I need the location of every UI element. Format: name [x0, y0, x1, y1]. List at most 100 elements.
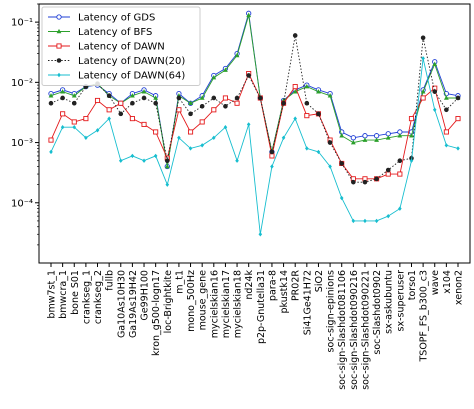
series-layer — [48, 10, 461, 237]
data-point — [153, 95, 159, 100]
data-point — [316, 149, 321, 155]
data-point — [60, 111, 66, 117]
data-point — [351, 218, 356, 224]
data-point — [385, 167, 391, 173]
data-point — [164, 163, 170, 169]
x-tick-label: sx-askubuntu — [384, 270, 395, 334]
series-5 — [49, 56, 460, 237]
data-point — [235, 158, 239, 163]
data-point — [432, 61, 438, 67]
legend-entry: Latency of DAWN(20) — [48, 56, 185, 67]
data-point — [153, 153, 158, 159]
x-tick-label: m_t1 — [174, 270, 185, 294]
data-point — [141, 95, 147, 101]
data-point — [443, 129, 449, 135]
x-tick-label: xenon2 — [454, 270, 465, 305]
data-point — [281, 135, 286, 140]
legend-entry: Latency of DAWN(64) — [48, 71, 185, 82]
data-point — [234, 100, 240, 106]
data-point — [362, 133, 368, 139]
data-point — [281, 100, 286, 106]
data-point — [199, 104, 205, 109]
data-point — [106, 107, 112, 113]
data-point — [385, 171, 391, 177]
data-point — [211, 95, 217, 101]
data-point — [118, 158, 123, 163]
data-point — [339, 133, 345, 138]
data-point — [258, 232, 263, 237]
data-point — [304, 83, 310, 89]
data-point — [130, 153, 135, 159]
legend-label: Latency of BFS — [78, 27, 152, 38]
data-point — [153, 129, 159, 135]
data-point — [200, 143, 204, 148]
series-line — [50, 35, 459, 183]
data-point — [409, 133, 414, 138]
data-point — [374, 137, 379, 142]
data-point — [234, 95, 240, 101]
legend-marker — [56, 14, 62, 20]
data-point — [456, 146, 460, 151]
x-tick-label: TSOPF_FS_b300_c3 — [419, 270, 430, 363]
x-tick-label: soc-sign-Slashdot090216 — [349, 270, 360, 390]
x-tick-label: bone S01 — [70, 270, 81, 315]
legend-marker — [56, 28, 62, 34]
x-tick-label: crankseg_2 — [93, 270, 104, 324]
y-tick-label: 10⁻¹ — [11, 18, 33, 29]
data-point — [211, 74, 217, 80]
x-tick-label: wave — [430, 270, 441, 295]
data-point — [71, 119, 77, 125]
legend-label: Latency of DAWN — [78, 42, 165, 53]
series-4 — [48, 33, 461, 185]
legend-label: Latency of DAWN(20) — [78, 56, 185, 67]
legend-entry: Latency of BFS — [48, 27, 152, 38]
data-point — [130, 93, 135, 98]
data-point — [107, 116, 111, 121]
data-point — [258, 95, 263, 101]
x-tick-label: pkustk14 — [279, 270, 290, 314]
data-point — [292, 84, 298, 90]
legend: Latency of GDS Latency of BFS Latency of D… — [41, 6, 201, 86]
data-point — [350, 135, 356, 141]
data-point — [292, 89, 298, 94]
x-tick-label: soc-sign-Slashdot081106 — [337, 270, 348, 390]
x-tick-label: p2p-Gnutella31 — [256, 270, 267, 344]
data-point — [199, 95, 205, 100]
y-axis: 10⁻⁴ 10⁻³ 10⁻² 10⁻¹ — [11, 3, 39, 246]
data-point — [373, 133, 380, 139]
data-point — [118, 100, 124, 106]
data-point — [177, 135, 181, 140]
data-point — [408, 116, 415, 122]
data-point — [71, 100, 77, 106]
data-point — [386, 213, 391, 219]
data-point — [316, 89, 321, 94]
data-point — [397, 171, 403, 177]
data-point — [293, 116, 297, 121]
data-point — [420, 35, 426, 41]
data-point — [84, 135, 88, 140]
data-point — [211, 107, 217, 113]
data-point — [270, 164, 274, 169]
data-point — [374, 176, 379, 182]
x-tick-label: mouse_gene — [198, 270, 209, 331]
legend-entry: Latency of DAWN — [48, 42, 165, 53]
data-point — [443, 95, 449, 100]
data-point — [212, 135, 216, 140]
x-tick-label: mycielskian18 — [233, 270, 244, 338]
x-tick-label: soc-Slashdot0902 — [372, 270, 383, 355]
y-tick-label: 10⁻⁴ — [11, 198, 33, 209]
data-point — [234, 52, 240, 58]
data-point — [130, 100, 135, 106]
x-tick-label: Ga19As19H42 — [128, 270, 139, 338]
x-tick-label: sx-superuser — [395, 270, 406, 332]
data-point — [304, 113, 310, 119]
data-point — [246, 73, 251, 78]
data-point — [421, 56, 425, 61]
data-point — [385, 135, 391, 140]
y-tick-label: 10⁻³ — [11, 138, 33, 149]
x-tick-label: crankseg_1 — [81, 270, 92, 324]
x-tick-label: x104 — [442, 270, 453, 294]
data-point — [292, 33, 298, 38]
legend-marker — [57, 72, 61, 78]
x-tick-label: torso1 — [407, 270, 418, 300]
